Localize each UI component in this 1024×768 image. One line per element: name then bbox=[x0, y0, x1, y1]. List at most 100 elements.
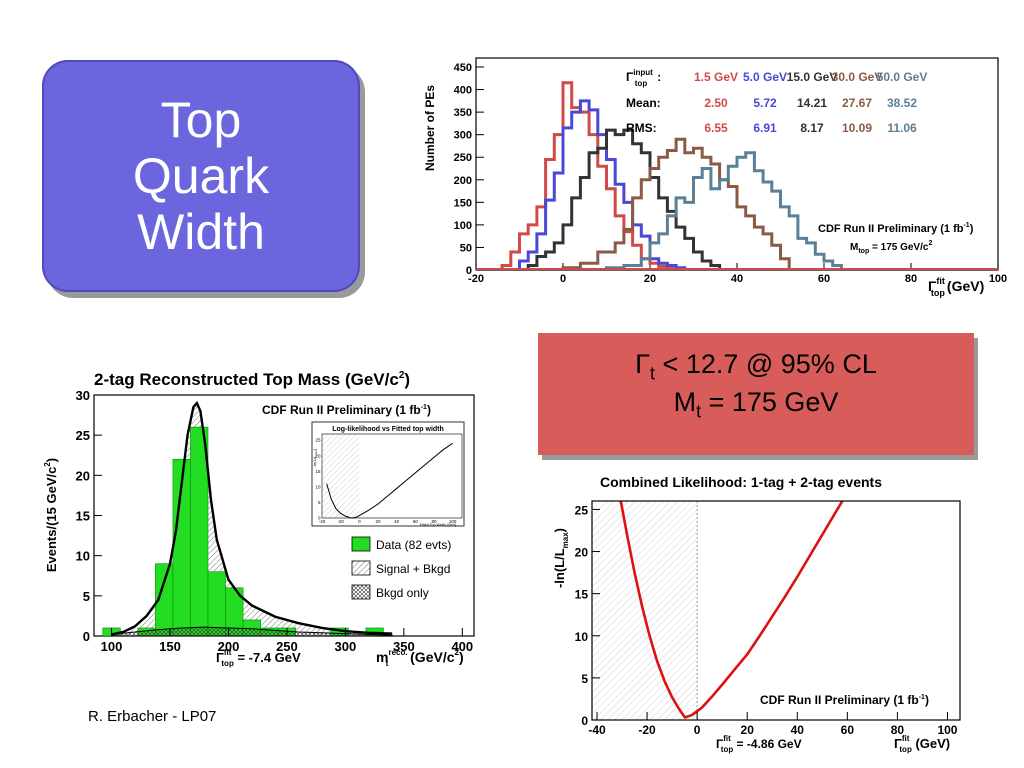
title-box: Top Quark Width bbox=[42, 60, 360, 292]
y-tick-label: 30 bbox=[76, 388, 90, 403]
legend-swatch-bkgd bbox=[351, 584, 371, 600]
x-axis-label: Γfit top (GeV) bbox=[894, 734, 950, 754]
inset-x-tick-label: 60 bbox=[413, 519, 419, 524]
annotation-text: CDF Run II Preliminary (1 fb bbox=[818, 223, 964, 235]
width-limit-value: < 12.7 @ 95% CL bbox=[655, 349, 877, 379]
x-axis-unit: (GeV) bbox=[947, 278, 984, 294]
chart3-title: Combined Likelihood: 1-tag + 2-tag event… bbox=[600, 474, 882, 490]
x-tick-label: 150 bbox=[159, 639, 181, 654]
x-axis-label: mreco. t (GeV/c2) bbox=[376, 648, 464, 668]
x-tick-label: 60 bbox=[818, 273, 830, 285]
inset-y-tick-label: 15 bbox=[315, 469, 321, 474]
fit-value: = -4.86 GeV bbox=[733, 737, 801, 751]
inset-x-tick-label: 20 bbox=[375, 519, 381, 524]
fit-curve bbox=[111, 400, 393, 636]
legend-series-mean: 38.52 bbox=[887, 96, 917, 110]
x-tick-label: 300 bbox=[335, 639, 357, 654]
x-tick-label: 80 bbox=[891, 723, 905, 737]
annotation-text: CDF Run II Preliminary (1 fb bbox=[262, 403, 421, 417]
annotation-end: ) bbox=[970, 223, 974, 235]
mass-value: = 175 GeV/c bbox=[869, 242, 929, 253]
fit-sup: fit bbox=[723, 734, 731, 743]
plot-frame bbox=[591, 500, 961, 721]
x-tick-label: 200 bbox=[218, 639, 240, 654]
annotation-sup: -1 bbox=[919, 694, 925, 701]
ylabel-end: ) bbox=[552, 528, 567, 532]
title-line-3: Width bbox=[137, 204, 265, 260]
legend-series-name: 1.5 GeV bbox=[694, 70, 738, 84]
inset-x-tick-label: 40 bbox=[394, 519, 400, 524]
fit-sup: fit bbox=[224, 648, 232, 657]
y-tick-label: 10 bbox=[575, 630, 589, 644]
fit-symbol: Γ bbox=[716, 737, 724, 751]
x-tick-label: 250 bbox=[276, 639, 298, 654]
x-axis-sub: top bbox=[931, 288, 945, 298]
annotation-sup: -1 bbox=[963, 222, 969, 229]
inset-ylabel-end: ) bbox=[312, 448, 317, 450]
x-axis-symbol: Γ bbox=[928, 278, 937, 294]
y-tick-label: 250 bbox=[454, 152, 472, 164]
xlabel-sub: t bbox=[386, 659, 389, 668]
y-axis-label: Number of PEs bbox=[423, 85, 437, 171]
legend-series-rms: 6.91 bbox=[753, 121, 777, 135]
chart3-annotation: CDF Run II Preliminary (1 fb-1) bbox=[760, 693, 929, 707]
rms-row-label: RMS: bbox=[626, 121, 657, 135]
x-tick-label: 350 bbox=[393, 639, 415, 654]
inset-xlabel: Fitted Top Width (GeV) bbox=[420, 523, 456, 527]
x-tick-label: 60 bbox=[841, 723, 855, 737]
xlabel-sup: reco. bbox=[388, 648, 407, 657]
histogram-series-2 bbox=[526, 128, 722, 270]
y-tick-label: 15 bbox=[76, 509, 90, 524]
top-mass-chart: 2-tag Reconstructed Top Mass (GeV/c2) 10… bbox=[43, 370, 475, 668]
title-text: 2-tag Reconstructed Top Mass (GeV/c bbox=[94, 370, 399, 389]
y-tick-label: 15 bbox=[575, 588, 589, 602]
legend-series-name: 5.0 GeV bbox=[743, 70, 787, 84]
mass-symbol: M bbox=[673, 387, 697, 417]
inset-ylabel: -ln(L/Lmax) bbox=[312, 448, 318, 467]
y-axis-label: Events/(15 GeV/c2) bbox=[43, 458, 59, 572]
y-tick-label: 50 bbox=[460, 242, 472, 254]
histogram-series-4 bbox=[605, 151, 843, 270]
x-axis-sup: fit bbox=[936, 276, 945, 286]
legend-series-rms: 6.55 bbox=[704, 121, 728, 135]
fit-value: = -7.4 GeV bbox=[234, 650, 301, 665]
fit-symbol: Γ bbox=[216, 650, 224, 665]
y-tick-label: 0 bbox=[581, 714, 588, 728]
width-limit-text: Γt < 12.7 @ 95% CL bbox=[538, 349, 974, 384]
legend-swatch-data bbox=[351, 536, 371, 552]
inset-unphysical-region bbox=[322, 434, 360, 518]
annotation-end: ) bbox=[925, 693, 929, 707]
mass-text: Mt = 175 GeV bbox=[538, 387, 974, 422]
slide-title: Top Quark Width bbox=[133, 92, 269, 260]
fit-sub: top bbox=[221, 659, 234, 668]
chart1-annotation: CDF Run II Preliminary (1 fb-1) bbox=[818, 222, 974, 235]
gamma-subscript: t bbox=[650, 363, 656, 384]
y-tick-label: 5 bbox=[581, 672, 588, 686]
y-tick-label: 100 bbox=[454, 220, 472, 232]
legend-header-symbol: Γ bbox=[626, 70, 634, 84]
legend-data: Data (82 evts) bbox=[376, 538, 451, 552]
x-tick-label: -40 bbox=[588, 723, 606, 737]
x-tick-label: 40 bbox=[731, 273, 743, 285]
y-tick-label: 20 bbox=[76, 468, 90, 483]
y-tick-label: 450 bbox=[454, 62, 472, 74]
bkgd-only-area bbox=[111, 626, 393, 636]
inset-curve bbox=[326, 442, 453, 519]
xlabel-sup: fit bbox=[902, 734, 910, 743]
y-tick-label: 5 bbox=[83, 589, 90, 604]
inset-frame bbox=[321, 433, 463, 519]
author-credit: R. Erbacher - LP07 bbox=[88, 708, 217, 725]
mass-subscript: t bbox=[696, 401, 702, 422]
x-tick-label: 400 bbox=[451, 639, 473, 654]
legend-series-rms: 8.17 bbox=[800, 121, 824, 135]
inset-x-tick-label: -40 bbox=[319, 519, 326, 524]
x-tick-label: 20 bbox=[741, 723, 755, 737]
legend-header-sup: input bbox=[633, 68, 653, 77]
y-tick-label: 25 bbox=[575, 503, 589, 517]
pe-histogram-chart: -20 0 20 40 60 80 1000501001502002503003504004… bbox=[423, 57, 1007, 298]
mass-sub: top bbox=[858, 248, 869, 255]
chart2-title: 2-tag Reconstructed Top Mass (GeV/c2) bbox=[94, 370, 410, 389]
data-bar bbox=[207, 571, 226, 636]
xlabel-symbol: m bbox=[376, 649, 388, 665]
y-tick-label: 20 bbox=[575, 546, 589, 560]
